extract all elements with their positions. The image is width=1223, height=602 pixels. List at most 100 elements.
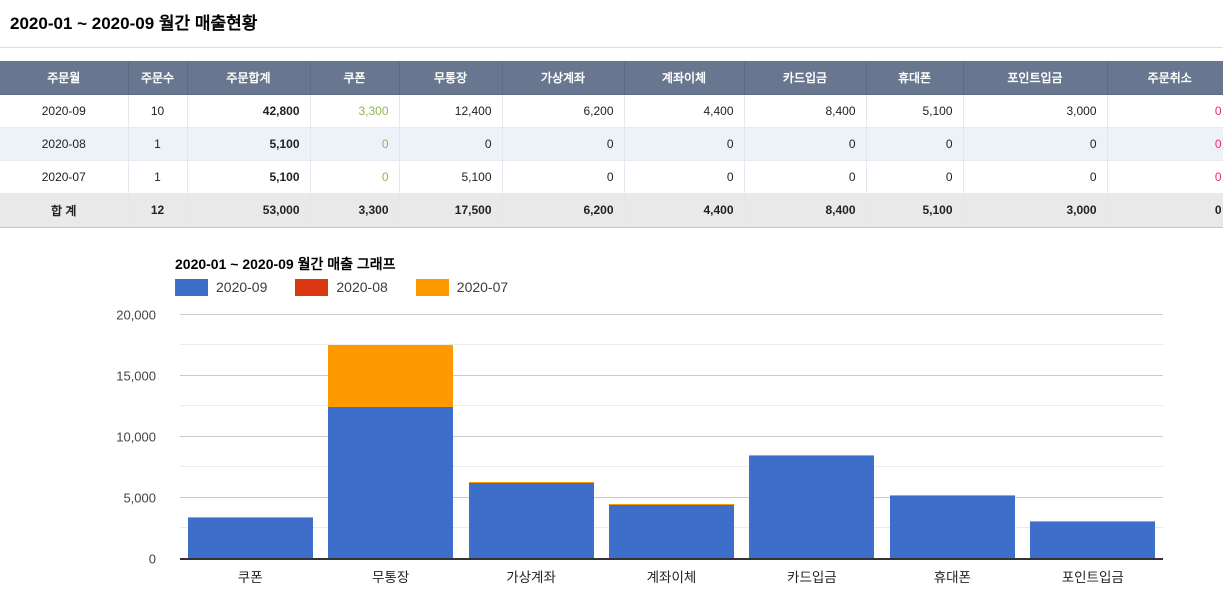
bar-segment-2020-09 bbox=[749, 456, 875, 559]
cell-count: 1 bbox=[128, 127, 188, 161]
bar-group-휴대폰 bbox=[882, 315, 1022, 559]
cell-mobile: 5,100 bbox=[866, 94, 964, 128]
cell-card: 8,400 bbox=[744, 94, 867, 128]
major-gridline bbox=[180, 313, 1163, 315]
cell-transfer: 4,400 bbox=[624, 94, 745, 128]
stacked-bar bbox=[328, 315, 454, 559]
column-header-card: 카드입금 bbox=[744, 61, 867, 95]
major-gridline bbox=[180, 374, 1163, 376]
legend-swatch bbox=[295, 278, 329, 296]
bar-segment-2020-09 bbox=[328, 407, 454, 559]
minor-gridline bbox=[180, 405, 1163, 406]
cell-bank: 0 bbox=[399, 127, 503, 161]
major-gridline bbox=[180, 496, 1163, 498]
bar-segment-2020-07 bbox=[749, 455, 875, 457]
bar-segment-2020-09 bbox=[1030, 521, 1156, 559]
column-header-count: 주문수 bbox=[128, 61, 188, 95]
stacked-bar bbox=[1030, 315, 1156, 559]
y-axis-label: 0 bbox=[148, 551, 156, 566]
table-row-total: 합 계 12 53,000 3,300 17,500 6,200 4,400 8,400 5,1… bbox=[0, 192, 1223, 228]
bar-segment-2020-07 bbox=[608, 503, 734, 505]
cell-virtual: 0 bbox=[502, 160, 625, 194]
cell-cancel: 0 bbox=[1107, 94, 1223, 128]
page-title: 2020-01 ~ 2020-09 월간 매출현황 bbox=[0, 0, 1223, 48]
bar-group-가상계좌 bbox=[461, 315, 601, 559]
cell-virtual: 0 bbox=[502, 127, 625, 161]
column-header-virtual: 가상계좌 bbox=[502, 61, 625, 95]
x-axis-label: 포인트입금 bbox=[1061, 569, 1124, 585]
x-axis-labels: 쿠폰 무통장 가상계좌 계좌이체 카드입금 휴대폰 포인트입금 bbox=[180, 566, 1163, 586]
cell-transfer: 4,400 bbox=[624, 192, 745, 228]
cell-mobile: 5,100 bbox=[866, 192, 964, 228]
y-axis-label: 20,000 bbox=[116, 307, 156, 322]
column-header-month: 주문월 bbox=[0, 61, 129, 95]
minor-gridline bbox=[180, 466, 1163, 467]
x-axis-label: 계좌이체 bbox=[646, 569, 697, 585]
cell-bank: 12,400 bbox=[399, 94, 503, 128]
stacked-bar bbox=[187, 315, 313, 559]
column-header-coupon: 쿠폰 bbox=[310, 61, 400, 95]
cell-coupon: 3,300 bbox=[310, 94, 400, 128]
y-axis: 0 5,000 10,000 15,000 20,000 bbox=[0, 307, 168, 566]
bar-group-포인트입금 bbox=[1023, 315, 1163, 559]
legend-label: 2020-09 bbox=[216, 279, 268, 295]
bar-segment-2020-09 bbox=[187, 518, 313, 559]
cell-month: 합 계 bbox=[0, 192, 129, 228]
bar-group-무통장 bbox=[320, 315, 460, 559]
cell-mobile: 0 bbox=[866, 160, 964, 194]
bar-segment-2020-07 bbox=[468, 481, 594, 483]
cell-bank: 17,500 bbox=[399, 192, 503, 228]
x-axis-label: 무통장 bbox=[372, 569, 410, 585]
bar-segment-2020-07 bbox=[328, 345, 454, 408]
cell-month: 2020-09 bbox=[0, 94, 129, 128]
stacked-bar bbox=[889, 315, 1015, 559]
cell-coupon: 3,300 bbox=[310, 192, 400, 228]
table-header: 주문월 주문수 주문합계 쿠폰 무통장 가상계좌 계좌이체 카드입금 휴대폰 포인트입금 주문취소 bbox=[0, 61, 1223, 95]
legend-swatch bbox=[175, 278, 208, 296]
bar-segment-2020-09 bbox=[608, 504, 734, 559]
cell-point: 3,000 bbox=[963, 192, 1108, 228]
major-gridline bbox=[180, 435, 1163, 437]
column-header-total: 주문합계 bbox=[187, 61, 311, 95]
bars-container bbox=[180, 315, 1163, 559]
stacked-bar bbox=[468, 315, 594, 559]
cell-month: 2020-07 bbox=[0, 160, 129, 194]
cell-cancel: 0 bbox=[1107, 127, 1223, 161]
cell-total: 42,800 bbox=[187, 94, 311, 128]
cell-count: 1 bbox=[128, 160, 188, 194]
table-row-2020-07: 2020-07 1 5,100 0 5,100 0 0 0 0 0 0 bbox=[0, 160, 1223, 194]
cell-transfer: 0 bbox=[624, 160, 745, 194]
bar-segment-2020-07 bbox=[187, 517, 313, 519]
cell-virtual: 6,200 bbox=[502, 192, 625, 228]
column-header-point: 포인트입금 bbox=[963, 61, 1108, 95]
cell-card: 8,400 bbox=[744, 192, 867, 228]
cell-point: 0 bbox=[963, 127, 1108, 161]
stacked-bar bbox=[608, 315, 734, 559]
y-axis-label: 15,000 bbox=[116, 368, 156, 383]
legend-item-2020-09: 2020-09 bbox=[175, 278, 268, 296]
cell-total: 53,000 bbox=[187, 192, 311, 228]
x-axis-label: 쿠폰 bbox=[237, 569, 263, 585]
cell-coupon: 0 bbox=[310, 160, 400, 194]
cell-transfer: 0 bbox=[624, 127, 745, 161]
legend-item-2020-08: 2020-08 bbox=[295, 278, 388, 296]
table-body: 2020-09 10 42,800 3,300 12,400 6,200 4,400 8,40… bbox=[0, 94, 1223, 228]
plot-area bbox=[180, 313, 1163, 560]
stacked-bar bbox=[749, 315, 875, 559]
bar-segment-2020-09 bbox=[889, 496, 1015, 559]
cell-total: 5,100 bbox=[187, 127, 311, 161]
x-axis-baseline bbox=[180, 557, 1163, 560]
cell-card: 0 bbox=[744, 160, 867, 194]
monthly-sales-table: 주문월 주문수 주문합계 쿠폰 무통장 가상계좌 계좌이체 카드입금 휴대폰 포인트입금 주문취소 … bbox=[0, 61, 1223, 228]
legend-item-2020-07: 2020-07 bbox=[415, 278, 508, 296]
bar-group-쿠폰 bbox=[180, 315, 320, 559]
cell-count: 10 bbox=[128, 94, 188, 128]
legend-label: 2020-08 bbox=[336, 279, 388, 295]
chart-title: 2020-01 ~ 2020-09 월간 매출 그래프 bbox=[175, 255, 396, 272]
table-row-2020-08: 2020-08 1 5,100 0 0 0 0 0 0 0 0 bbox=[0, 127, 1223, 161]
cell-point: 3,000 bbox=[963, 94, 1108, 128]
bar-segment-2020-07 bbox=[1030, 520, 1156, 522]
bar-group-카드입금 bbox=[742, 315, 882, 559]
x-axis-label: 가상계좌 bbox=[506, 569, 556, 585]
bar-segment-2020-07 bbox=[889, 495, 1015, 497]
